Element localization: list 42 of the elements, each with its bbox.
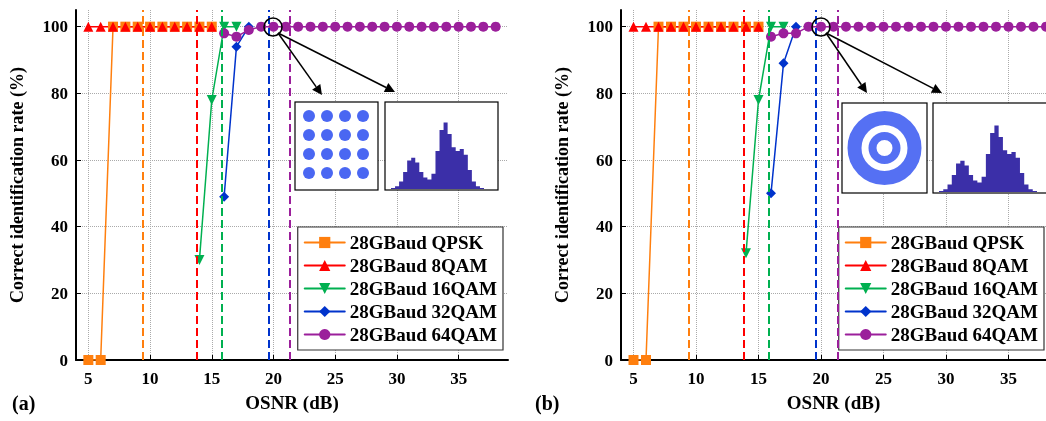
y-axis-title: Correct identification rate (%): [552, 66, 573, 304]
y-tick-label: 80: [596, 83, 613, 103]
legend-label: 28GBaud QPSK: [890, 232, 1025, 253]
x-tick-label: 15: [750, 369, 767, 388]
legend-label: 28GBaud 32QAM: [890, 301, 1039, 322]
x-tick-label: 10: [687, 369, 705, 388]
y-tick-label: 60: [596, 150, 613, 170]
x-tick-label: 25: [875, 369, 892, 388]
y-tick-label: 40: [51, 217, 68, 237]
x-tick-label: 35: [450, 369, 468, 388]
y-tick-label: 20: [51, 283, 68, 303]
x-tick-label: 25: [326, 369, 344, 388]
x-tick-label: 35: [1000, 369, 1017, 388]
y-tick-label: 0: [59, 350, 68, 370]
legend-label: 28GBaud 32QAM: [349, 301, 498, 322]
x-tick-label: 5: [629, 369, 638, 388]
x-axis-title: OSNR (dB): [245, 392, 339, 414]
legend-label: 28GBaud QPSK: [349, 232, 484, 253]
x-tick-label: 30: [937, 369, 955, 388]
y-tick-label: 100: [587, 17, 613, 37]
x-tick-label: 20: [812, 369, 830, 388]
legend-label: 28GBaud 8QAM: [349, 255, 488, 276]
text: (a): [12, 392, 36, 415]
y-tick-label: 80: [51, 83, 68, 103]
legend-label: 28GBaud 64QAM: [349, 324, 498, 345]
legend-label: 28GBaud 16QAM: [349, 278, 498, 299]
x-tick-label: 30: [388, 369, 406, 388]
legend-label: 28GBaud 64QAM: [890, 324, 1039, 345]
y-tick-label: 40: [596, 217, 613, 237]
y-tick-label: 60: [51, 150, 68, 170]
legend-label: 28GBaud 16QAM: [890, 278, 1039, 299]
y-tick-label: 0: [604, 350, 613, 370]
legend-label: 28GBaud 8QAM: [890, 255, 1029, 276]
x-tick-label: 10: [141, 369, 159, 388]
text: (b): [535, 392, 560, 415]
y-tick-label: 20: [596, 283, 613, 303]
x-axis-title: OSNR (dB): [786, 392, 881, 414]
x-tick-label: 5: [84, 369, 93, 388]
y-tick-label: 100: [42, 17, 68, 37]
y-axis-title: Correct identification rate (%): [7, 66, 28, 304]
x-tick-label: 20: [264, 369, 282, 388]
x-tick-label: 15: [203, 369, 221, 388]
